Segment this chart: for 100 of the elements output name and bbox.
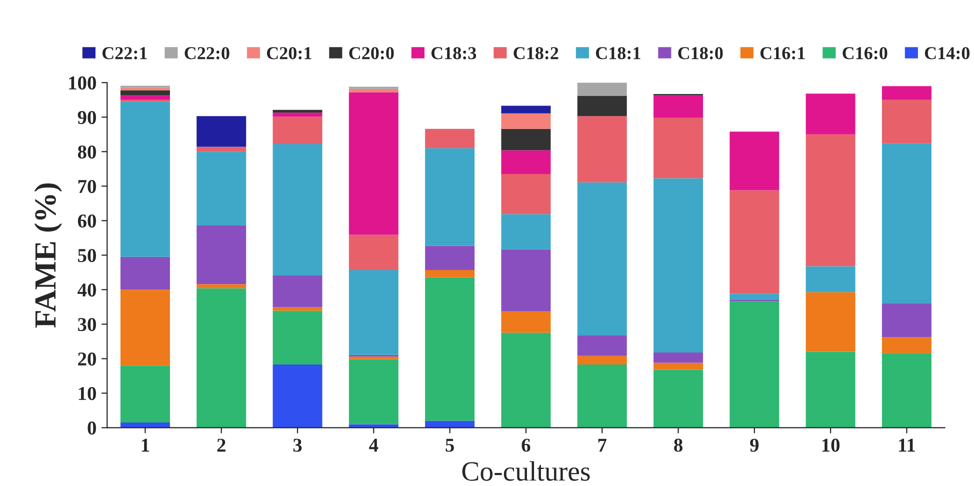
bar [348, 92, 398, 235]
bar [425, 246, 475, 270]
bar [272, 144, 322, 276]
bar [272, 112, 322, 117]
bar [882, 100, 932, 144]
bar [272, 110, 322, 113]
bar [501, 214, 551, 250]
bar [272, 116, 322, 144]
bar [196, 288, 246, 428]
bar [577, 182, 627, 336]
legend-label: C16:1 [760, 47, 805, 60]
legend-label: C20:1 [266, 47, 312, 60]
y-tick-label: 90 [78, 110, 96, 124]
bar [196, 284, 246, 288]
bar [577, 116, 627, 182]
bar [577, 82, 627, 96]
x-tick-label: 1 [142, 438, 150, 452]
legend-label: C18:2 [514, 47, 558, 60]
bar [882, 337, 932, 354]
bar [501, 150, 551, 174]
x-tick-label: 5 [446, 438, 454, 452]
bar [272, 276, 322, 308]
y-tick-label: 30 [78, 318, 96, 332]
legend-label: C18:3 [431, 47, 476, 60]
x-tick-label: 9 [750, 438, 759, 452]
y-tick-label: 70 [78, 180, 96, 194]
legend-label: C18:0 [678, 47, 723, 60]
bar [577, 336, 627, 356]
bar [196, 152, 246, 226]
x-tick-label: 4 [369, 438, 378, 452]
bar [120, 366, 170, 423]
y-tick-label: 100 [69, 76, 96, 90]
bar [348, 356, 398, 360]
bar [425, 148, 475, 246]
bar [654, 118, 704, 178]
bar [196, 146, 246, 152]
bar [120, 290, 170, 366]
bar [806, 352, 856, 428]
y-tick-label: 40 [78, 283, 96, 297]
bar [730, 294, 780, 300]
y-tick-label: 50 [78, 248, 96, 262]
bar [120, 102, 170, 257]
y-axis-title: FAME (%) [34, 183, 62, 328]
bar [348, 88, 398, 92]
bar [425, 277, 475, 421]
bar [272, 310, 322, 365]
bar [654, 362, 704, 370]
bar [501, 128, 551, 150]
bar [501, 174, 551, 214]
bar [654, 370, 704, 428]
x-tick-label: 8 [674, 438, 682, 452]
y-tick-label: 80 [78, 145, 96, 159]
bar [806, 134, 856, 266]
bar [577, 96, 627, 116]
bar [120, 256, 170, 290]
x-tick-label: 11 [899, 438, 915, 452]
bar [730, 301, 780, 428]
bar [730, 190, 780, 294]
x-tick-label: 7 [598, 438, 606, 452]
bar [654, 178, 704, 352]
bar [120, 95, 170, 100]
bar [577, 356, 627, 365]
legend-label: C22:1 [102, 47, 147, 60]
x-tick-label: 6 [522, 438, 530, 452]
bar [501, 332, 551, 428]
bar [882, 303, 932, 338]
bar [806, 292, 856, 352]
x-tick-label: 10 [822, 438, 840, 452]
legend-label: C16:0 [842, 47, 888, 60]
bar [196, 116, 246, 147]
x-tick-label: 2 [217, 438, 226, 452]
bar [348, 359, 398, 424]
legend-label: C18:1 [596, 47, 640, 60]
y-tick-label: 20 [78, 352, 96, 366]
legend-label: C22:0 [184, 47, 230, 60]
y-tick-label: 60 [78, 214, 96, 228]
bar [654, 95, 704, 118]
bar [730, 132, 780, 190]
bar [272, 364, 322, 428]
bar [501, 249, 551, 312]
y-tick-label: 0 [88, 421, 96, 435]
bar [882, 353, 932, 428]
bar [806, 266, 856, 292]
legend-label: C20:0 [349, 47, 394, 60]
bar [425, 128, 475, 148]
bar [120, 90, 170, 96]
bar [425, 270, 475, 278]
bar [501, 311, 551, 333]
bar [196, 225, 246, 284]
bar [882, 143, 932, 304]
bar [577, 364, 627, 428]
bar [882, 86, 932, 100]
y-tick-label: 10 [78, 386, 96, 400]
x-axis-title: Co-cultures [462, 461, 590, 481]
x-tick-label: 3 [293, 438, 302, 452]
bar [654, 352, 704, 363]
bar [348, 270, 398, 355]
bar [501, 106, 551, 114]
bar [501, 113, 551, 129]
bar [348, 234, 398, 270]
